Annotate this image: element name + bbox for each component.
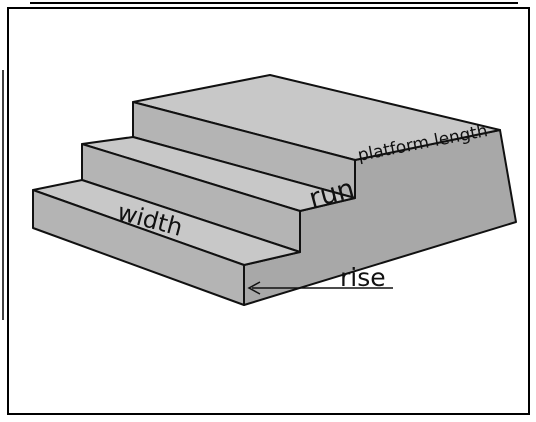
rise-label: rise bbox=[340, 263, 386, 292]
rise-arrowhead bbox=[247, 281, 261, 295]
rise-pointer bbox=[247, 281, 393, 295]
bottom-step-riser-face bbox=[32, 189, 245, 306]
staircase bbox=[32, 74, 517, 306]
